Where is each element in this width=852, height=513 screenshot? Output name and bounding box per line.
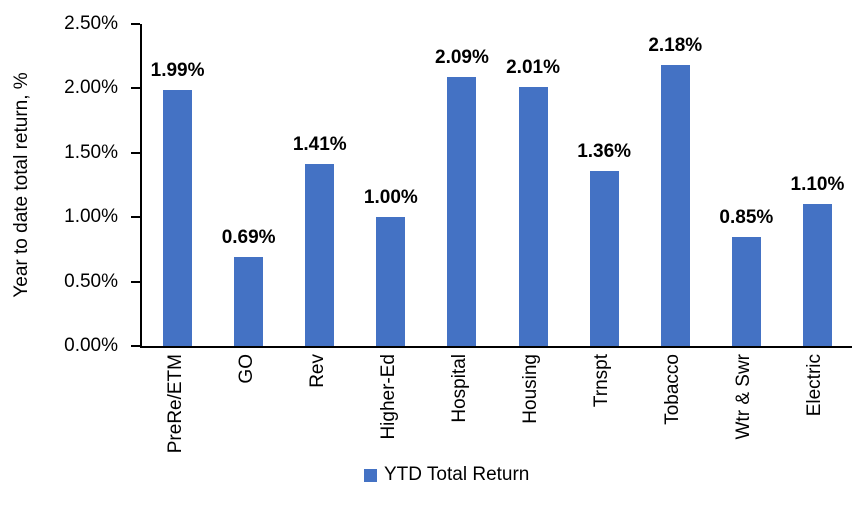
bar-value-label: 2.18% — [648, 35, 703, 57]
y-axis-tick — [131, 151, 140, 154]
plot-area: 0.00% 0.50% 1.00% 1.50% 2.00% 2.50% 1.99% 0.69… — [64, 13, 852, 356]
x-axis-labels: PreRe/ETM GO Rev Higher-Ed Hospital Housing Tr… — [140, 354, 851, 466]
x-category-label: Rev — [306, 354, 328, 388]
x-category-cell: Rev — [282, 354, 353, 466]
y-axis-tick — [131, 345, 140, 347]
legend-swatch — [364, 469, 377, 482]
y-tick-label: 1.00% — [64, 206, 118, 228]
x-category-label: Trnspt — [591, 354, 613, 408]
y-tick-label: 2.50% — [64, 13, 118, 34]
bar-value-label: 1.10% — [790, 174, 845, 196]
x-category-label: Housing — [520, 354, 542, 424]
bar-PreRe/ETM — [163, 89, 193, 346]
bar-Wtr & Swr — [731, 236, 761, 346]
bar-Housing — [518, 87, 548, 346]
y-tick-label: 0.00% — [64, 335, 118, 356]
bar-GO — [234, 257, 264, 346]
bar-Trnspt — [589, 170, 619, 346]
bar-value-label: 0.85% — [719, 206, 774, 228]
x-category-cell: PreRe/ETM — [140, 354, 211, 466]
y-axis-tick — [131, 216, 140, 219]
bar-value-label: 2.01% — [506, 57, 560, 79]
x-category-cell: GO — [211, 354, 282, 466]
x-category-cell: Hospital — [424, 354, 495, 466]
y-axis-tick — [131, 87, 140, 90]
x-category-label: Wtr & Swr — [733, 354, 755, 440]
y-tick-label: 0.50% — [64, 270, 118, 292]
x-category-label: GO — [235, 354, 257, 384]
y-axis-tick — [131, 280, 140, 283]
legend: YTD Total Return — [364, 464, 529, 486]
x-category-label: PreRe/ETM — [164, 354, 186, 454]
x-category-cell: Housing — [495, 354, 566, 466]
bar-value-label: 1.99% — [150, 59, 205, 81]
bar-value-label: 1.36% — [577, 140, 632, 162]
bar-value-label: 2.09% — [435, 46, 489, 68]
y-axis-title: Year to date total return, % — [11, 72, 32, 298]
bar-Tobacco — [660, 65, 690, 346]
x-category-cell: Higher-Ed — [353, 354, 424, 466]
x-category-label: Higher-Ed — [377, 354, 399, 440]
bar-Hospital — [447, 76, 477, 346]
bar-Rev — [305, 164, 335, 346]
legend-label: YTD Total Return — [384, 464, 530, 485]
x-category-label: Hospital — [448, 354, 470, 423]
bar-value-label: 1.00% — [363, 187, 418, 209]
bar-Electric — [802, 204, 832, 346]
bar-value-label: 1.41% — [292, 134, 347, 156]
x-category-cell: Trnspt — [567, 354, 638, 466]
bar-value-label: 0.69% — [221, 227, 276, 249]
y-tick-label: 2.00% — [64, 77, 118, 99]
bar-Higher-Ed — [376, 217, 406, 346]
x-category-cell: Wtr & Swr — [709, 354, 780, 466]
x-category-label: Electric — [804, 354, 826, 417]
x-category-label: Tobacco — [662, 354, 684, 425]
x-category-cell: Electric — [780, 354, 851, 466]
y-axis-tick — [131, 23, 140, 25]
x-category-cell: Tobacco — [638, 354, 709, 466]
y-tick-label: 1.50% — [64, 141, 118, 163]
